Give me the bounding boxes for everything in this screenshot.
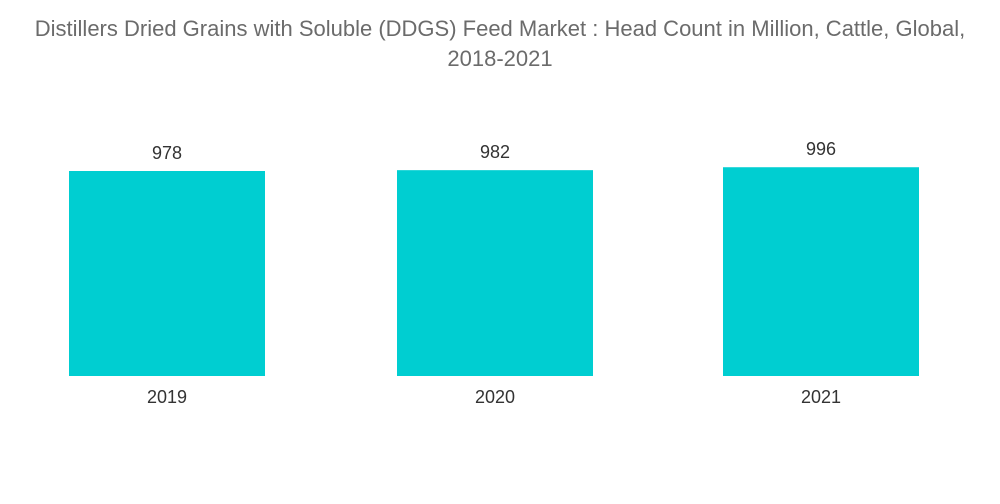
value-label-2019: 978 xyxy=(152,143,182,163)
bar-2019 xyxy=(69,171,265,376)
value-labels-group: 978 982 996 xyxy=(152,139,836,163)
bar-2020 xyxy=(397,170,593,376)
category-label-2020: 2020 xyxy=(475,387,515,407)
category-label-2019: 2019 xyxy=(147,387,187,407)
value-label-2021: 996 xyxy=(806,139,836,159)
category-labels-group: 2019 2020 2021 xyxy=(147,387,841,407)
bar-2021 xyxy=(723,167,919,376)
chart-title: Distillers Dried Grains with Soluble (DD… xyxy=(34,16,966,71)
bars-group xyxy=(69,167,919,376)
value-label-2020: 982 xyxy=(480,142,510,162)
category-label-2021: 2021 xyxy=(801,387,841,407)
